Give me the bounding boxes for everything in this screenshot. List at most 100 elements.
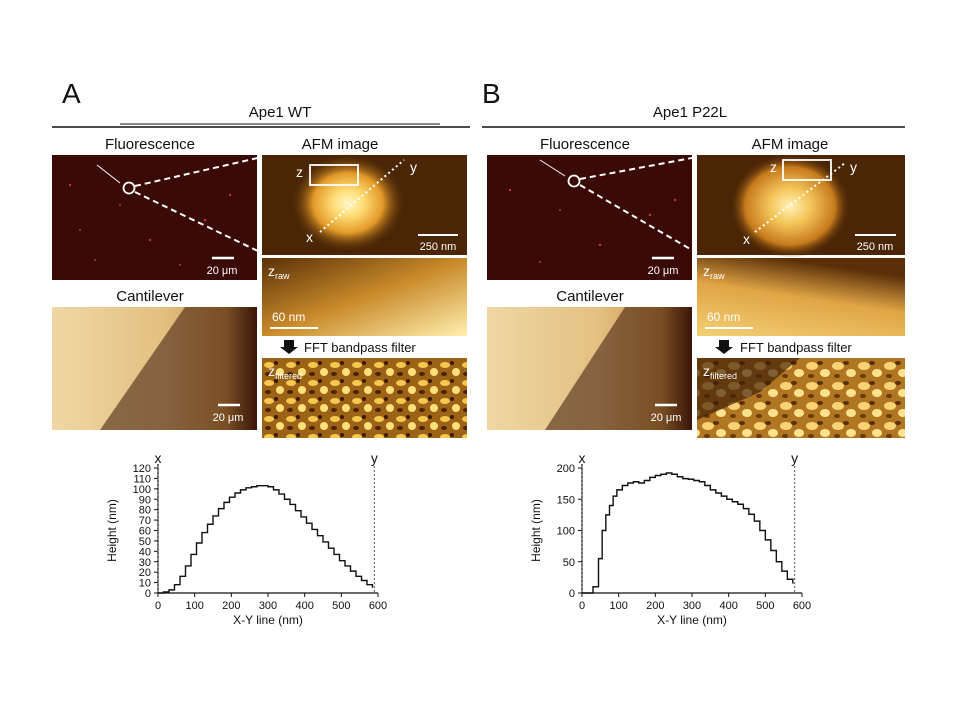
- chart-b-xtick-label-5: 500: [756, 600, 774, 612]
- panel-a-zraw-image: [262, 258, 467, 336]
- chart-a-ytick-label-9: 90: [139, 494, 151, 506]
- chart-b-ytick-label-0: 0: [569, 588, 575, 600]
- panel-a-afm-z-box: [309, 164, 359, 186]
- panel-b-cantilever-dark: [545, 307, 692, 430]
- chart-b-xlabel: X-Y line (nm): [657, 613, 727, 627]
- chart-a-xlabel: X-Y line (nm): [233, 613, 303, 627]
- chart-a-ytick-label-12: 120: [133, 463, 151, 475]
- chart-a-ytick-label-1: 10: [139, 578, 151, 590]
- chart-b-ytick-label-1: 50: [563, 557, 575, 569]
- chart-a-marker-y-label: y: [371, 450, 378, 466]
- panel-a-afm-scale-text: 250 nm: [420, 241, 457, 253]
- panel-a-afm-label: AFM image: [302, 136, 379, 153]
- panel-b-zfiltered-label: zfiltered: [703, 363, 737, 381]
- panel-a-zraw-scale-text: 60 nm: [272, 310, 305, 324]
- panel-a-fluorescence-image: [52, 155, 257, 280]
- panel-a-cantilever-dark: [100, 307, 257, 430]
- panel-b-afm-scale-text: 250 nm: [857, 241, 894, 253]
- chart-b-ytick-label-4: 200: [557, 463, 575, 475]
- chart-b-ytick-label-2: 100: [557, 526, 575, 538]
- panel-b-fluorescence-scale-text: 20 μm: [648, 265, 679, 277]
- panel-a-afm-xy-line: [319, 159, 405, 233]
- panel-b-fluorescence-specks: [508, 188, 677, 263]
- panel-a-fft-label: FFT bandpass filter: [304, 340, 416, 355]
- panel-a-afm-z: z: [296, 164, 303, 180]
- panel-a-fluorescence-arrow: [96, 164, 121, 184]
- chart-b-xtick-label-3: 300: [683, 600, 701, 612]
- chart-a-ytick-label-6: 60: [139, 526, 151, 538]
- panel-b: B Ape1 P22L Fluorescence 20 μm AFM image…: [482, 78, 905, 627]
- chart-b-ylabel: Height (nm): [529, 499, 543, 562]
- panel-b-afm-z: z: [770, 159, 777, 175]
- panel-b-title: Ape1 P22L: [653, 104, 727, 121]
- panel-a-zoom-line-bottom: [134, 191, 263, 254]
- chart-a-xtick-label-1: 100: [185, 600, 203, 612]
- panel-b-zraw-scale-text: 60 nm: [707, 310, 740, 324]
- chart-a-xtick-label-2: 200: [222, 600, 240, 612]
- panel-a-letter: A: [62, 78, 81, 109]
- chart-a-ytick-label-11: 110: [133, 473, 151, 485]
- panel-a-afm-y: y: [410, 159, 417, 175]
- panel-b-fft-label: FFT bandpass filter: [740, 340, 852, 355]
- chart-a-ytick-label-7: 70: [139, 515, 151, 527]
- chart-a-ytick-label-5: 50: [139, 536, 151, 548]
- panel-b-zfiltered-dark-band: [697, 358, 800, 420]
- panel-a: A Ape1 WT Fluorescence 20 μm AFM image z…: [52, 78, 470, 627]
- chart-a-xtick-label-3: 300: [259, 600, 277, 612]
- panel-a-fluorescence-specks: [68, 183, 232, 266]
- panel-a-cantilever-label: Cantilever: [116, 288, 184, 305]
- chart-b-marker-x-label: x: [579, 450, 586, 466]
- panel-a-zfiltered-label: zfiltered: [268, 363, 302, 381]
- panel-b-fft-arrow-icon: [715, 340, 733, 354]
- chart-b-xtick-label-2: 200: [646, 600, 664, 612]
- chart-b: 0 50 100 150 200 0 100 200 300 400 500 600 X-Y line …: [529, 450, 811, 627]
- panel-a-cantilever-scale-text: 20 μm: [213, 412, 244, 424]
- panel-b-letter: B: [482, 78, 501, 109]
- chart-a-ytick-label-0: 0: [145, 588, 151, 600]
- panel-a-fluorescence-label: Fluorescence: [105, 136, 195, 153]
- chart-a-xtick-label-5: 500: [332, 600, 350, 612]
- panel-b-fluorescence-arrow: [539, 159, 566, 177]
- panel-a-zraw-label: zraw: [268, 263, 290, 281]
- chart-b-xtick-label-1: 100: [609, 600, 627, 612]
- chart-b-marker-y-label: y: [791, 450, 798, 466]
- chart-b-xtick-label-6: 600: [793, 600, 811, 612]
- panel-b-afm-x: x: [743, 231, 750, 247]
- panel-a-zoom-line-top: [134, 156, 263, 187]
- panel-b-fluorescence-image: [487, 155, 692, 280]
- panel-b-cantilever-label: Cantilever: [556, 288, 624, 305]
- chart-b-xtick-label-4: 400: [719, 600, 737, 612]
- panel-a-fft-arrow-icon: [280, 340, 298, 354]
- chart-a-xtick-label-4: 400: [295, 600, 313, 612]
- chart-a-ytick-label-3: 30: [139, 557, 151, 569]
- panel-a-afm-blob: [290, 153, 406, 253]
- panel-b-fluorescence-target-circle: [567, 174, 581, 188]
- panel-b-afm-y: y: [850, 159, 857, 175]
- panel-b-zoom-line-bottom: [579, 184, 698, 254]
- panel-a-fluorescence-target-circle: [122, 181, 136, 195]
- chart-b-series-line: [582, 472, 794, 594]
- panel-b-afm-xy-line: [754, 162, 846, 233]
- panel-a-title: Ape1 WT: [249, 104, 312, 121]
- panel-b-afm-z-box: [782, 159, 832, 181]
- panel-b-afm-label: AFM image: [752, 136, 829, 153]
- chart-a-series-line: [158, 485, 374, 594]
- chart-a-ytick-label-8: 80: [139, 505, 151, 517]
- panel-b-zraw-label: zraw: [703, 263, 725, 281]
- panel-a-zfiltered-image: [262, 358, 467, 438]
- chart-a-ytick-label-4: 40: [139, 546, 151, 558]
- chart-a-ytick-label-2: 20: [139, 567, 151, 579]
- panel-b-fluorescence-label: Fluorescence: [540, 136, 630, 153]
- chart-a-marker-x-label: x: [155, 450, 162, 466]
- chart-a-xtick-label-6: 600: [369, 600, 387, 612]
- panel-a-fluorescence-scale-text: 20 μm: [207, 265, 238, 277]
- chart-a-xtick-label-0: 0: [155, 600, 161, 612]
- panel-b-zraw-image: [697, 258, 905, 336]
- chart-b-ytick-label-3: 150: [557, 494, 575, 506]
- panel-a-afm-x: x: [306, 229, 313, 245]
- chart-a-ylabel: Height (nm): [105, 499, 119, 562]
- chart-b-xtick-label-0: 0: [579, 600, 585, 612]
- chart-a-ytick-label-10: 100: [133, 484, 151, 496]
